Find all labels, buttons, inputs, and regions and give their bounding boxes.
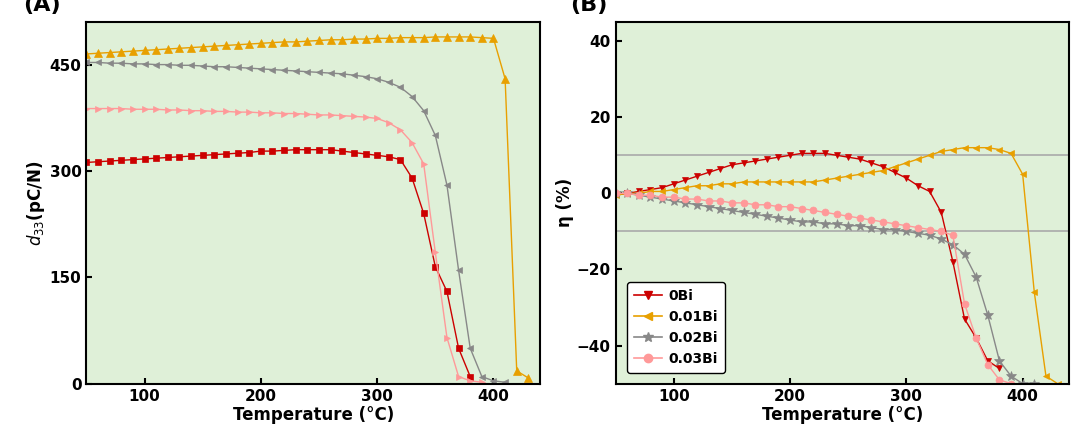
Text: (B): (B)	[570, 0, 608, 15]
Text: (A): (A)	[23, 0, 60, 15]
X-axis label: Temperature (°C): Temperature (°C)	[761, 406, 923, 424]
Legend: 0Bi, 0.01Bi, 0.02Bi, 0.03Bi: 0Bi, 0.01Bi, 0.02Bi, 0.03Bi	[627, 282, 725, 373]
Y-axis label: $d_{33}$(pC/N): $d_{33}$(pC/N)	[25, 160, 46, 246]
Y-axis label: η (%): η (%)	[556, 178, 573, 228]
X-axis label: Temperature (°C): Temperature (°C)	[232, 406, 394, 424]
